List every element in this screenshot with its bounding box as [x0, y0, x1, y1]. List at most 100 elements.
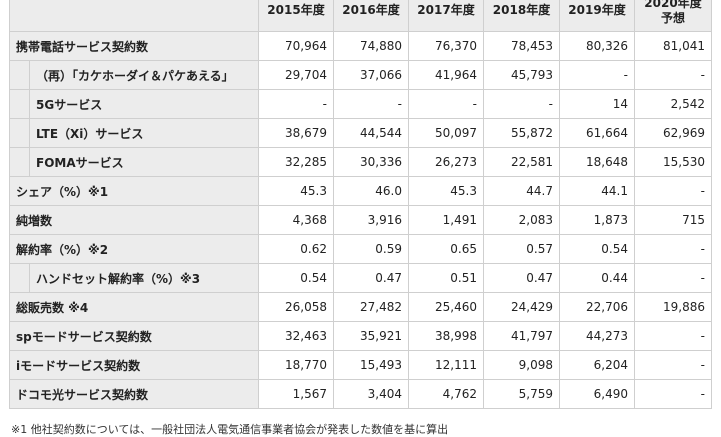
table-cell: 15,530 — [634, 147, 712, 177]
table-cell: 45.3 — [408, 176, 484, 206]
header-corner-cell — [9, 0, 259, 32]
table-cell: - — [634, 176, 712, 206]
table-cell: 0.59 — [333, 234, 409, 264]
table-cell: - — [559, 60, 635, 90]
table-cell: 32,285 — [258, 147, 334, 177]
table-cell: - — [483, 89, 560, 119]
table-cell: 15,493 — [333, 350, 409, 380]
indent-spacer — [9, 60, 30, 90]
row-label: 純増数 — [9, 205, 259, 235]
table-cell: 78,453 — [483, 31, 560, 61]
footnote: ※1 他社契約数については、一般社団法人電気通信事業者協会が発表した数値を基に算… — [11, 423, 449, 436]
table-cell: 12,111 — [408, 350, 484, 380]
table-row: （再）「カケホーダイ＆パケあえる」 29,704 37,066 41,964 45,79… — [9, 60, 712, 90]
row-label: LTE（Xi）サービス — [29, 118, 259, 148]
table-cell: 29,704 — [258, 60, 334, 90]
table-row: ハンドセット解約率（%）※3 0.54 0.47 0.51 0.47 0.44- — [9, 263, 712, 293]
table-row: 携帯電話サービス契約数 70,964 74,880 76,370 78,453 80,32… — [9, 31, 712, 61]
table-cell: 32,463 — [258, 321, 334, 351]
table-cell: 44,544 — [333, 118, 409, 148]
row-label: FOMAサービス — [29, 147, 259, 177]
table-cell: 25,460 — [408, 292, 484, 322]
table-cell: 70,964 — [258, 31, 334, 61]
table-cell: 0.47 — [483, 263, 560, 293]
table-cell: - — [258, 89, 334, 119]
table-row: spモードサービス契約数 32,463 35,921 38,998 41,797 44,2… — [9, 321, 712, 351]
table-cell: 4,762 — [408, 379, 484, 409]
table-cell: 3,916 — [333, 205, 409, 235]
table-cell: 38,679 — [258, 118, 334, 148]
table-cell: - — [634, 263, 712, 293]
table-cell: 80,326 — [559, 31, 635, 61]
indent-spacer — [9, 89, 30, 119]
table-cell: 76,370 — [408, 31, 484, 61]
table-cell: 61,664 — [559, 118, 635, 148]
row-label: iモードサービス契約数 — [9, 350, 259, 380]
table-body: 携帯電話サービス契約数 70,964 74,880 76,370 78,453 80,32… — [9, 31, 712, 409]
table-cell: 26,058 — [258, 292, 334, 322]
column-header: 2019年度 — [559, 0, 635, 32]
table-cell: 81,041 — [634, 31, 712, 61]
column-header: 2015年度 — [258, 0, 334, 32]
indent-spacer — [9, 147, 30, 177]
table-row: 解約率（%）※2 0.62 0.59 0.65 0.57 0.54- — [9, 234, 712, 264]
table-cell: - — [634, 321, 712, 351]
table-cell: 44.1 — [559, 176, 635, 206]
table-row: LTE（Xi）サービス 38,679 44,544 50,097 55,872 61,66… — [9, 118, 712, 148]
table-cell: 24,429 — [483, 292, 560, 322]
column-header: 2020年度 予想 — [634, 0, 712, 32]
table-cell: 22,706 — [559, 292, 635, 322]
table-cell: 0.47 — [333, 263, 409, 293]
table-cell: 18,648 — [559, 147, 635, 177]
table-cell: 0.62 — [258, 234, 334, 264]
table-cell: 37,066 — [333, 60, 409, 90]
table-cell: 5,759 — [483, 379, 560, 409]
table-cell: 55,872 — [483, 118, 560, 148]
row-label: 携帯電話サービス契約数 — [9, 31, 259, 61]
table-cell: 0.65 — [408, 234, 484, 264]
row-label: ハンドセット解約率（%）※3 — [29, 263, 259, 293]
table-cell: 0.54 — [258, 263, 334, 293]
table-cell: 38,998 — [408, 321, 484, 351]
table-header-row: 2015年度 2016年度 2017年度 2018年度 2019年度 2020年度 予想 — [9, 0, 712, 32]
table-cell: - — [634, 350, 712, 380]
row-label: 5Gサービス — [29, 89, 259, 119]
table-cell: - — [408, 89, 484, 119]
table-cell: 26,273 — [408, 147, 484, 177]
table-cell: 4,368 — [258, 205, 334, 235]
table-cell: - — [634, 379, 712, 409]
table-row: 純増数 4,368 3,916 1,491 2,083 1,873 715 — [9, 205, 712, 235]
row-label: spモードサービス契約数 — [9, 321, 259, 351]
column-header: 2018年度 — [483, 0, 560, 32]
indent-spacer — [9, 118, 30, 148]
table-cell: 41,797 — [483, 321, 560, 351]
table-cell: 2,542 — [634, 89, 712, 119]
table-cell: 50,097 — [408, 118, 484, 148]
subscriber-stats-table: 2015年度 2016年度 2017年度 2018年度 2019年度 2020年度 予想 携… — [9, 0, 712, 409]
table-cell: 22,581 — [483, 147, 560, 177]
table-row: シェア（%）※1 45.3 46.0 45.3 44.7 44.1- — [9, 176, 712, 206]
table-cell: 41,964 — [408, 60, 484, 90]
table-cell: 9,098 — [483, 350, 560, 380]
table-cell: - — [634, 60, 712, 90]
row-label: シェア（%）※1 — [9, 176, 259, 206]
table-cell: 74,880 — [333, 31, 409, 61]
table-cell: 44.7 — [483, 176, 560, 206]
table-cell: 2,083 — [483, 205, 560, 235]
table-cell: 35,921 — [333, 321, 409, 351]
table-cell: 6,490 — [559, 379, 635, 409]
table-cell: 19,886 — [634, 292, 712, 322]
table-cell: 1,873 — [559, 205, 635, 235]
table-cell: 14 — [559, 89, 635, 119]
table-cell: 3,404 — [333, 379, 409, 409]
table-cell: 0.44 — [559, 263, 635, 293]
table-cell: 715 — [634, 205, 712, 235]
table-row: 総販売数 ※4 26,058 27,482 25,460 24,429 22,706 19,… — [9, 292, 712, 322]
row-label: 解約率（%）※2 — [9, 234, 259, 264]
table-cell: 46.0 — [333, 176, 409, 206]
table-cell: 1,567 — [258, 379, 334, 409]
table-cell: 27,482 — [333, 292, 409, 322]
table-cell: 0.54 — [559, 234, 635, 264]
table-row: iモードサービス契約数 18,770 15,493 12,111 9,098 6,204- — [9, 350, 712, 380]
table-cell: 45,793 — [483, 60, 560, 90]
